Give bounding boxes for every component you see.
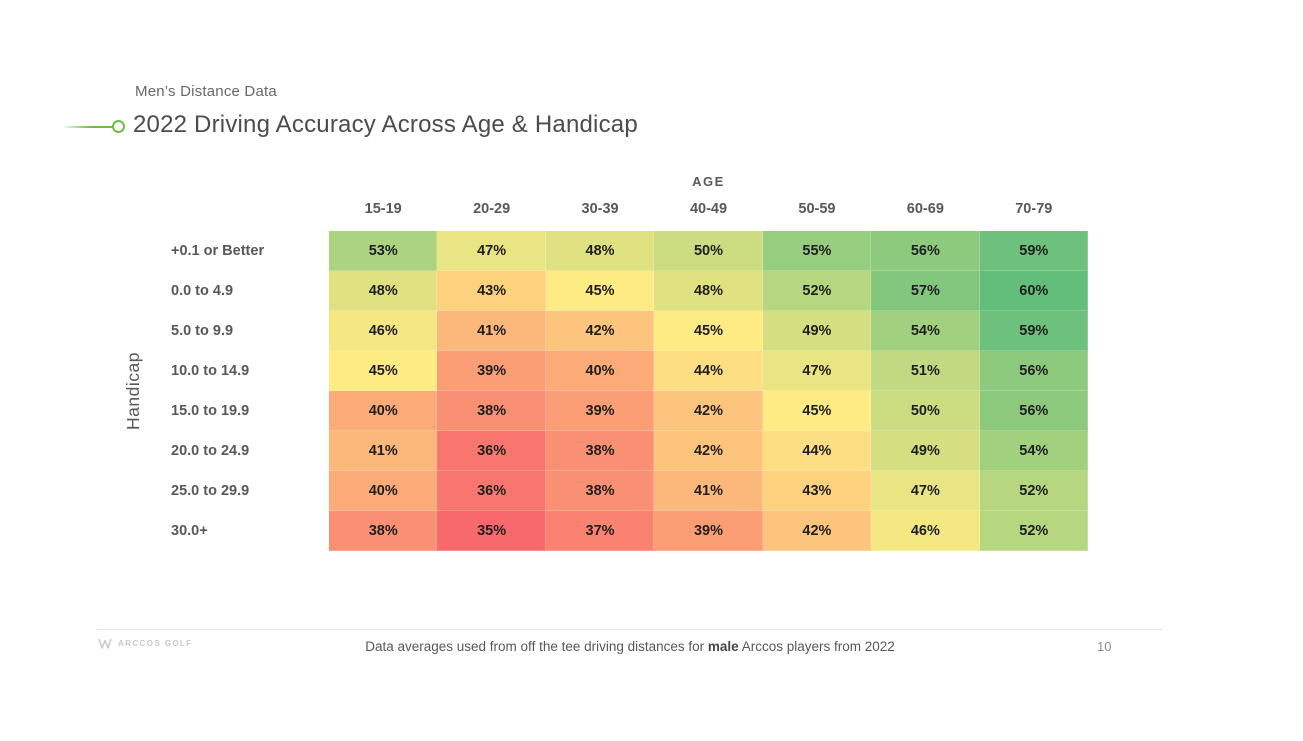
heatmap-cell: 39%: [437, 351, 546, 391]
heatmap-cell: 36%: [437, 471, 546, 511]
heatmap-cell: 38%: [545, 471, 655, 511]
heatmap-cell: 41%: [654, 471, 763, 511]
slide-eyebrow: Men’s Distance Data: [135, 83, 277, 100]
heatmap-cell: 37%: [545, 511, 655, 551]
footer-note-bold: male: [707, 639, 739, 654]
row-label: 25.0 to 29.9: [171, 483, 250, 499]
heatmap-cell: 52%: [762, 271, 872, 311]
heatmap-cell: 50%: [871, 391, 980, 431]
x-axis-title: AGE: [692, 174, 725, 189]
heatmap-cell: 40%: [329, 471, 438, 511]
heatmap-cell: 42%: [654, 391, 763, 431]
heatmap-cell: 41%: [329, 431, 438, 471]
heatmap-cell: 47%: [762, 351, 872, 391]
heatmap-cell: 45%: [329, 351, 438, 391]
footer-note-suffix: Arccos players from 2022: [738, 639, 895, 654]
title-accent-line: [65, 126, 113, 128]
heatmap-cell: 48%: [545, 231, 655, 271]
heatmap-cell: 51%: [871, 351, 980, 391]
heatmap-cell: 40%: [545, 351, 655, 391]
title-accent-ring-icon: [112, 120, 125, 133]
heatmap-cell: 42%: [545, 311, 655, 351]
heatmap-cell: 48%: [329, 271, 438, 311]
heatmap-cell: 54%: [979, 431, 1088, 471]
heatmap-cell: 38%: [437, 391, 546, 431]
heatmap-cell: 49%: [762, 311, 872, 351]
heatmap-cell: 56%: [979, 351, 1088, 391]
heatmap-cell: 35%: [437, 511, 546, 551]
heatmap-cell: 47%: [437, 231, 546, 271]
row-label: 10.0 to 14.9: [171, 363, 250, 379]
footer-note-prefix: Data averages used from off the tee driv…: [365, 639, 708, 654]
column-header: 50-59: [798, 201, 836, 217]
row-label: 15.0 to 19.9: [171, 403, 250, 419]
heatmap-cell: 45%: [762, 391, 872, 431]
heatmap-cell: 56%: [871, 231, 980, 271]
footer-logo: ARCCOS GOLF: [98, 638, 193, 649]
row-label: +0.1 or Better: [171, 243, 265, 259]
footer-logo-text: ARCCOS GOLF: [118, 639, 193, 648]
heatmap-cell: 43%: [437, 271, 546, 311]
heatmap-cell: 46%: [871, 511, 980, 551]
heatmap-cell: 45%: [545, 271, 655, 311]
heatmap-grid: 53% 47% 48% 50% 55% 56% 59% 48% 43% 45% 48% 52% 57% 6…: [329, 231, 1088, 551]
heatmap-cell: 57%: [871, 271, 980, 311]
row-label: 20.0 to 24.9: [171, 443, 250, 459]
heatmap-cell: 52%: [979, 471, 1088, 511]
heatmap-cell: 59%: [979, 311, 1088, 351]
column-header: 60-69: [906, 201, 944, 217]
heatmap-cell: 48%: [654, 271, 763, 311]
heatmap-cell: 43%: [762, 471, 872, 511]
heatmap-cell: 44%: [654, 351, 763, 391]
heatmap-cell: 36%: [437, 431, 546, 471]
heatmap-cell: 52%: [979, 511, 1088, 551]
arccos-logo-icon: [98, 638, 112, 649]
heatmap-cell: 41%: [437, 311, 546, 351]
heatmap-cell: 47%: [871, 471, 980, 511]
heatmap-cell: 40%: [329, 391, 438, 431]
heatmap-cell: 50%: [654, 231, 763, 271]
column-header: 70-79: [1015, 201, 1053, 217]
heatmap-cell: 55%: [762, 231, 872, 271]
row-labels: +0.1 or Better 0.0 to 4.9 5.0 to 9.9 10.0 t…: [171, 231, 321, 551]
y-axis-title: Handicap: [120, 231, 146, 551]
row-label: 5.0 to 9.9: [171, 323, 234, 339]
column-header: 40-49: [689, 201, 728, 217]
row-label: 30.0+: [171, 523, 208, 539]
heatmap-cell: 60%: [979, 271, 1088, 311]
heatmap-cell: 49%: [871, 431, 980, 471]
slide-title: 2022 Driving Accuracy Across Age & Handi…: [133, 111, 638, 138]
footer-note: Data averages used from off the tee driv…: [365, 639, 895, 654]
heatmap-cell: 56%: [979, 391, 1088, 431]
row-label: 0.0 to 4.9: [171, 283, 234, 299]
heatmap-cell: 42%: [762, 511, 872, 551]
heatmap-cell: 42%: [654, 431, 763, 471]
column-header: 30-39: [581, 201, 619, 217]
heatmap-cell: 39%: [654, 511, 763, 551]
y-axis-title-label: Handicap: [122, 352, 143, 430]
page-number: 10: [1097, 639, 1112, 654]
heatmap-cell: 59%: [979, 231, 1088, 271]
column-header: 20-29: [473, 201, 511, 217]
heatmap-cell: 46%: [329, 311, 438, 351]
heatmap-cell: 38%: [545, 431, 655, 471]
column-headers: 15-19 20-29 30-39 40-49 50-59 60-69 70-79: [329, 201, 1088, 217]
heatmap-cell: 38%: [329, 511, 438, 551]
heatmap-cell: 44%: [762, 431, 872, 471]
heatmap-cell: 53%: [329, 231, 438, 271]
heatmap-cell: 39%: [545, 391, 655, 431]
footer-divider: [97, 629, 1163, 630]
heatmap-cell: 45%: [654, 311, 763, 351]
heatmap-cell: 54%: [871, 311, 980, 351]
column-header: 15-19: [364, 201, 402, 217]
